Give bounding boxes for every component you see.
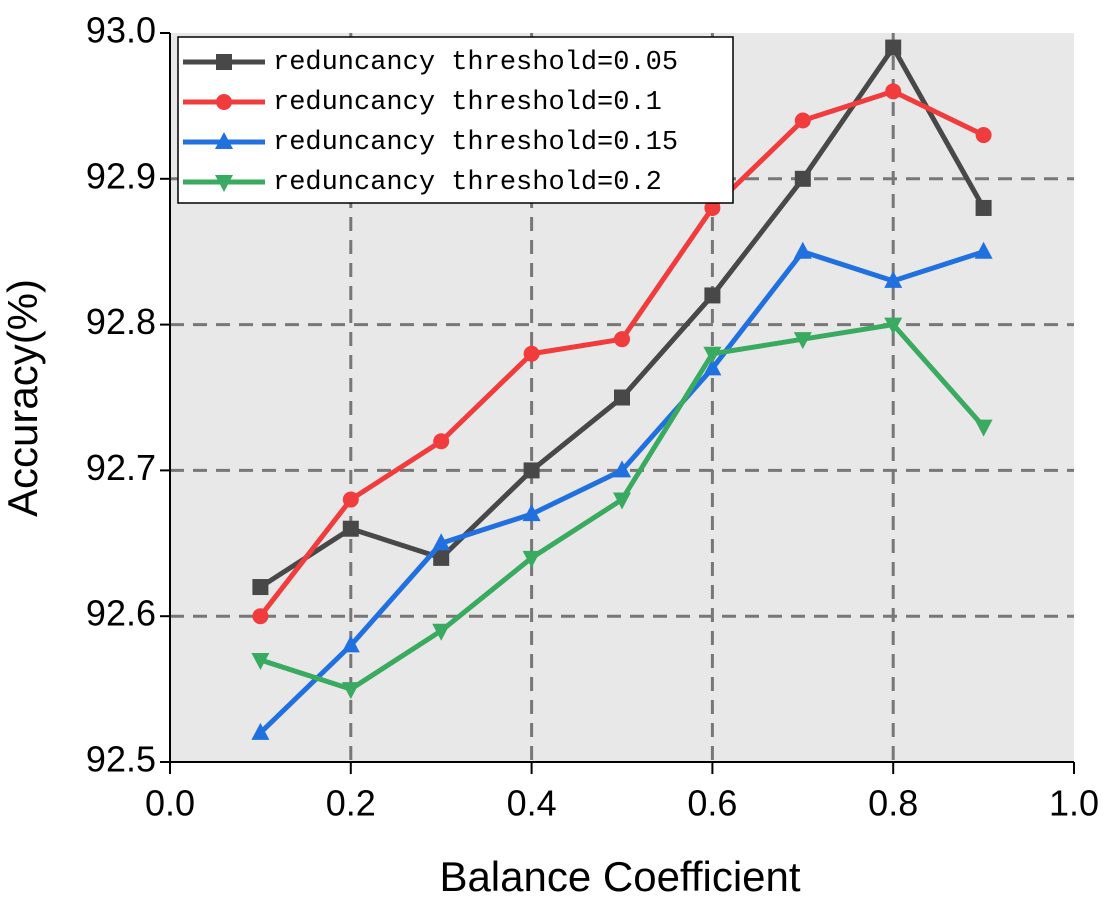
marker xyxy=(522,504,541,522)
legend-box xyxy=(177,36,734,204)
marker xyxy=(613,460,631,478)
marker xyxy=(216,94,232,110)
marker xyxy=(703,346,722,364)
x-tick-label: 0.4 xyxy=(507,783,557,824)
legend-label: reduncancy threshold=0.2 xyxy=(273,168,662,198)
marker xyxy=(433,549,450,566)
marker xyxy=(794,112,811,129)
marker xyxy=(432,533,451,551)
marker xyxy=(884,270,903,288)
y-tick-label: 92.8 xyxy=(86,301,156,342)
marker xyxy=(975,199,992,216)
x-tick-label: 0.6 xyxy=(687,783,737,824)
marker xyxy=(523,462,540,479)
y-tick-label: 93.0 xyxy=(86,10,156,51)
y-tick-label: 92.7 xyxy=(86,447,156,488)
y-tick-label: 92.5 xyxy=(86,739,156,780)
marker xyxy=(522,550,541,568)
legend-label: reduncancy threshold=0.1 xyxy=(273,88,662,118)
x-tick-label: 0.8 xyxy=(868,783,918,824)
marker xyxy=(793,332,812,350)
y-tick-label: 92.6 xyxy=(86,593,156,634)
marker xyxy=(216,54,232,70)
marker xyxy=(704,287,721,304)
marker xyxy=(614,331,630,348)
marker xyxy=(342,520,359,537)
marker xyxy=(613,492,631,510)
marker xyxy=(342,491,359,508)
legend-label: reduncancy threshold=0.05 xyxy=(273,48,678,78)
marker xyxy=(614,389,630,406)
marker xyxy=(341,682,360,700)
marker xyxy=(215,175,233,192)
marker xyxy=(793,241,812,259)
x-tick-label: 1.0 xyxy=(1049,783,1099,824)
marker xyxy=(885,39,902,56)
marker xyxy=(703,358,722,376)
marker xyxy=(704,199,721,216)
legend-label: reduncancy threshold=0.15 xyxy=(273,128,678,158)
legend: reduncancy threshold=0.05 reduncancy thre… xyxy=(177,36,734,204)
marker xyxy=(252,608,269,625)
x-axis-title: Balance Coefficient xyxy=(439,853,800,900)
marker xyxy=(251,722,270,740)
x-tick-label: 0.0 xyxy=(145,783,195,824)
marker xyxy=(974,241,993,259)
marker xyxy=(252,579,269,596)
marker xyxy=(974,419,993,437)
y-tick-label: 92.9 xyxy=(86,155,156,196)
marker xyxy=(433,433,450,450)
marker xyxy=(523,345,540,362)
marker xyxy=(975,127,992,144)
marker xyxy=(341,635,360,653)
marker xyxy=(884,317,903,335)
marker xyxy=(794,170,811,187)
x-tick-label: 0.2 xyxy=(326,783,376,824)
marker xyxy=(215,132,233,149)
marker xyxy=(251,652,270,670)
marker xyxy=(432,623,451,641)
marker xyxy=(885,83,902,100)
y-axis-title: Accuracy(%) xyxy=(0,279,46,517)
